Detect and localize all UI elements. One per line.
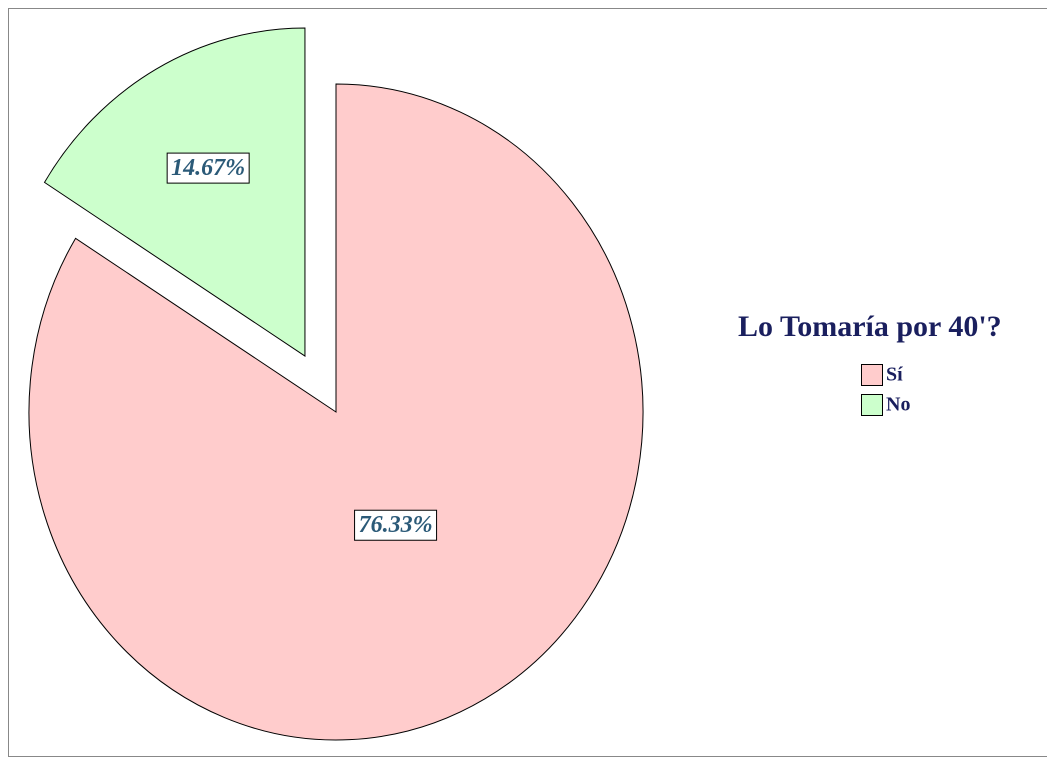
pie-slice <box>28 83 644 741</box>
legend-title: Lo Tomaría por 40'? <box>738 310 1002 343</box>
legend-swatch <box>861 364 883 386</box>
label-box <box>354 509 438 541</box>
legend-label: Sí <box>886 364 903 386</box>
label-box <box>166 152 250 184</box>
legend-swatch <box>861 394 883 416</box>
data-label: 14.67% <box>171 155 245 181</box>
data-label: 76.33% <box>359 512 433 538</box>
pie-slice <box>43 27 306 357</box>
legend-label: No <box>886 394 910 416</box>
